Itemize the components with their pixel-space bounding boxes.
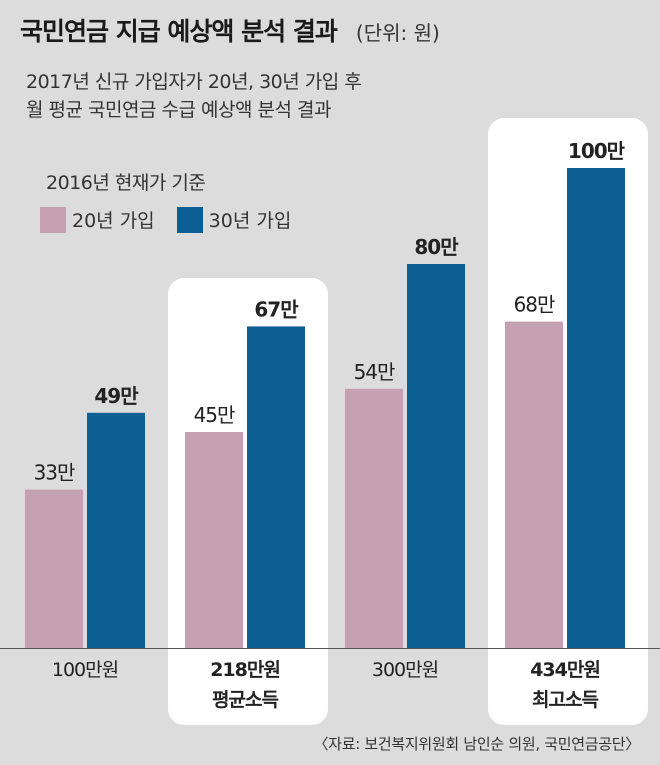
bar-30yr-2: [407, 264, 465, 648]
chart-title: 국민연금 지급 예상액 분석 결과: [20, 17, 338, 46]
category-sublabel-1: 평균소득: [212, 689, 278, 711]
source-note: 〈자료: 보건복지위원회 남인순 의원, 국민연금공단〉: [313, 735, 641, 753]
data-label-30yr-3: 100만: [568, 139, 626, 163]
legend: 20년 가입 30년 가입: [40, 206, 313, 233]
data-label-30yr-2: 80만: [414, 235, 459, 259]
data-label-20yr-1: 45만: [194, 403, 235, 427]
bar-30yr-0: [87, 412, 145, 648]
subtitle-line-1: 2017년 신규 가입자가 20년, 30년 가입 후: [26, 71, 362, 93]
data-label-20yr-3: 68만: [514, 293, 555, 317]
bar-20yr-1: [185, 432, 243, 648]
data-label-20yr-2: 54만: [354, 360, 395, 384]
data-label-20yr-0: 33만: [34, 461, 75, 485]
price-basis-note: 2016년 현재가 기준: [46, 172, 206, 194]
legend-item-30yr: 30년 가입: [176, 206, 292, 233]
legend-item-20yr: 20년 가입: [40, 206, 155, 233]
legend-swatch-20yr: [40, 206, 66, 233]
legend-label-30yr: 30년 가입: [208, 210, 292, 232]
data-label-30yr-1: 67만: [254, 297, 299, 321]
data-label-30yr-0: 49만: [94, 384, 139, 408]
category-label-3: 434만원: [530, 659, 600, 681]
bar-20yr-3: [505, 321, 563, 648]
title-row: 국민연금 지급 예상액 분석 결과 (단위: 원): [20, 12, 440, 48]
category-label-1: 218만원: [210, 659, 280, 681]
chart-subtitle: 2017년 신규 가입자가 20년, 30년 가입 후 월 평균 국민연금 수급…: [26, 68, 362, 124]
category-label-2: 300만원: [372, 659, 438, 681]
bar-30yr-3: [567, 168, 625, 648]
legend-label-20yr: 20년 가입: [72, 210, 155, 232]
bar-20yr-0: [25, 489, 83, 648]
bar-20yr-2: [345, 388, 403, 648]
unit-label: (단위: 원): [355, 21, 440, 45]
category-sublabel-3: 최고소득: [532, 689, 598, 711]
bar-30yr-1: [247, 326, 305, 648]
category-label-0: 100만원: [52, 659, 118, 681]
subtitle-line-2: 월 평균 국민연금 수급 예상액 분석 결과: [26, 99, 331, 121]
legend-swatch-30yr: [176, 206, 203, 233]
